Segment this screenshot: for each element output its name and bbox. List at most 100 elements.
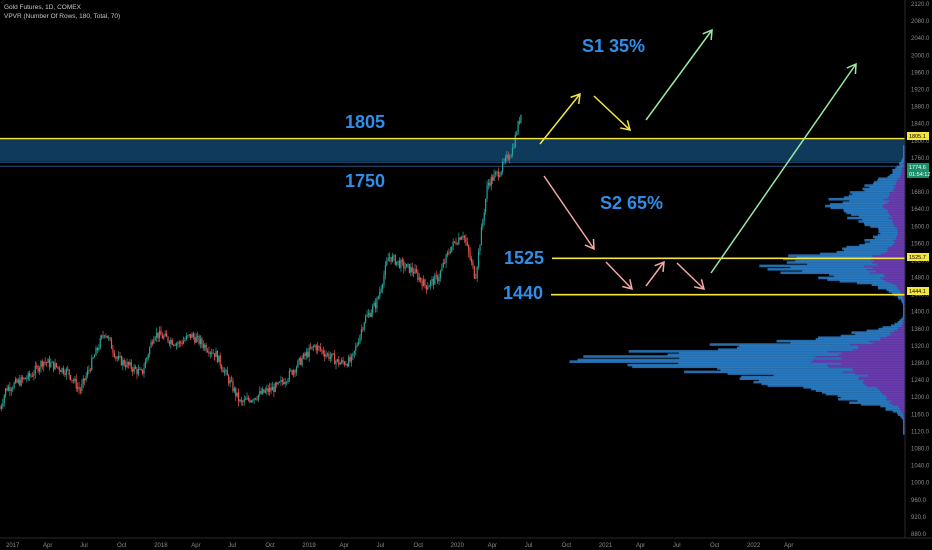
candle-body — [468, 245, 470, 253]
price-tick-label: 1560.0 — [911, 241, 930, 247]
candle-body — [92, 357, 94, 359]
arrow-s2-leg1-head — [622, 279, 633, 291]
vp-bar-up — [874, 237, 897, 240]
candle-body — [365, 316, 367, 323]
price-tick-label: 1040.0 — [911, 464, 930, 470]
price-axis[interactable]: 2120.0 2080.0 2040.0 2000.0 1960.0 1920.0 1880… — [911, 2, 930, 538]
vp-bar-up — [864, 238, 894, 242]
candle-body — [79, 389, 82, 391]
price-tick-label: 1240.0 — [911, 378, 930, 384]
candle-body — [60, 370, 62, 372]
candle-body — [321, 349, 323, 351]
vp-bar-up — [869, 240, 896, 244]
candle-body — [516, 133, 518, 135]
vp-bar-up — [878, 226, 898, 230]
vp-bar-up — [903, 420, 905, 423]
vp-bar-down — [900, 173, 905, 177]
candle-body — [178, 341, 180, 344]
candle-body — [24, 377, 27, 380]
vp-bar-down — [894, 329, 905, 333]
vp-bar-up — [840, 396, 887, 399]
price-tick-label: 1760.0 — [911, 156, 930, 162]
candle-body — [456, 243, 459, 245]
candle-body — [331, 353, 333, 358]
vp-bar-down — [893, 242, 905, 245]
time-tick-label: 2020 — [451, 543, 465, 549]
candle-body — [285, 381, 288, 383]
legend-indicator[interactable]: VPVR (Number Of Rows, 180, Total, 70) — [4, 13, 120, 20]
candle-body — [134, 366, 137, 369]
vp-bar-up — [795, 259, 875, 263]
vp-bar-down — [889, 331, 905, 334]
vp-bar-up — [900, 160, 904, 163]
vp-bar-up — [736, 346, 858, 350]
candle-body — [205, 344, 207, 351]
vp-bar-up — [860, 403, 893, 406]
candle-body — [54, 362, 56, 370]
time-tick-label: Jul — [80, 543, 88, 549]
candle-body — [232, 381, 234, 392]
candle-body — [335, 360, 337, 365]
vp-bar-down — [898, 326, 905, 329]
candle-body — [252, 400, 254, 402]
candle-body — [129, 362, 131, 365]
candle-body — [199, 338, 202, 344]
candle-body — [9, 386, 11, 391]
vp-bar-up — [866, 329, 895, 333]
vp-bar-up — [843, 208, 888, 211]
candle-body — [156, 332, 158, 338]
candle-body — [509, 157, 511, 160]
vp-bar-down — [897, 327, 905, 331]
vp-bar-down — [900, 290, 905, 293]
vp-bar-up — [864, 189, 894, 192]
candle-body — [27, 372, 29, 379]
candle-body — [374, 302, 377, 309]
vp-bar-down — [902, 411, 905, 415]
candle-body — [48, 359, 51, 367]
candle-body — [438, 277, 440, 282]
time-tick-label: Oct — [265, 543, 275, 549]
time-axis[interactable]: 2017 Apr Jul Oct 2018 Apr Jul Oct 2019 Apr Jul Oct 2… — [6, 543, 793, 549]
candle-body — [373, 302, 375, 307]
vp-bar-down — [880, 276, 905, 280]
vp-bar-up — [901, 298, 904, 302]
candle-body — [31, 375, 34, 377]
vp-bar-up — [858, 215, 893, 218]
legend-symbol[interactable]: Gold Futures, 1D, COMEX — [4, 4, 82, 11]
scenario-arrows — [539, 28, 857, 291]
vp-bar-down — [883, 278, 905, 281]
candle-body — [125, 365, 127, 368]
candle-body — [137, 369, 139, 375]
vp-bar-up — [767, 384, 867, 387]
vp-bar-up — [851, 331, 890, 334]
candle-body — [348, 357, 350, 367]
vp-bar-up — [903, 428, 905, 432]
candle-body — [411, 267, 413, 272]
candle-body — [403, 261, 405, 269]
vp-bar-up — [886, 288, 900, 292]
candle-body — [43, 361, 45, 367]
candle-body — [421, 281, 423, 287]
price-tick-label: 2120.0 — [911, 2, 930, 8]
candle-body — [123, 360, 125, 366]
candle-body — [356, 344, 358, 347]
candle-body — [149, 347, 151, 355]
candle-body — [119, 355, 121, 357]
vp-bar-up — [852, 192, 891, 196]
vp-bar-up — [862, 187, 894, 191]
candle-body — [366, 314, 368, 317]
candle-body — [486, 185, 488, 199]
vp-bar-down — [897, 177, 905, 181]
time-tick-label: Oct — [562, 543, 572, 549]
vp-bar-down — [902, 165, 905, 169]
candle-body — [439, 270, 442, 278]
candle-body — [394, 255, 396, 265]
level-label-1750: 1750 — [345, 171, 385, 191]
vp-bar-up — [753, 380, 863, 384]
candle-body — [325, 354, 327, 357]
vp-bar-up — [803, 385, 877, 389]
vp-bar-down — [871, 261, 905, 264]
time-tick-label: 2017 — [6, 543, 20, 549]
